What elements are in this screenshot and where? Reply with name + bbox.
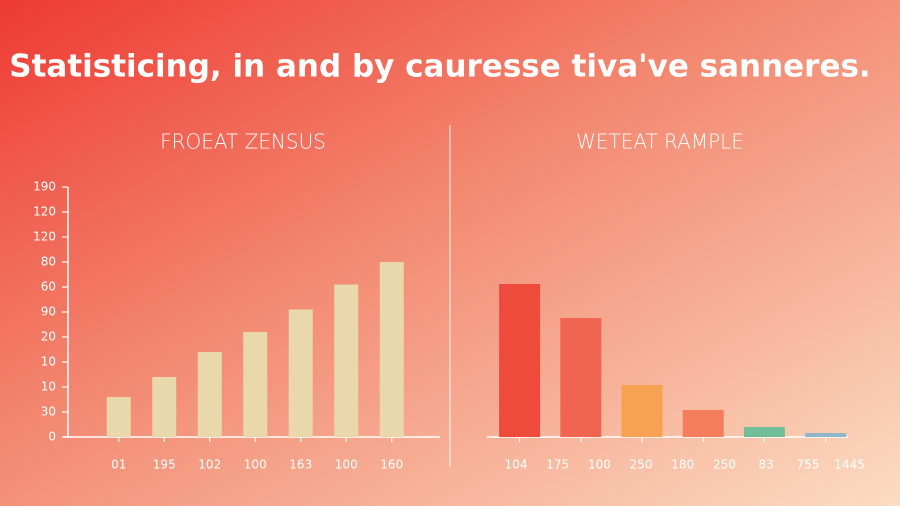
bar <box>499 284 541 437</box>
x-tick-label: 195 <box>153 458 176 472</box>
x-tick-label: 180 <box>671 458 694 472</box>
chart-title: WETEAT RAMPLE <box>576 130 744 154</box>
bar <box>682 410 724 437</box>
y-tick-label: 30 <box>41 405 56 419</box>
bar <box>106 397 131 437</box>
x-tick-label: 102 <box>198 458 221 472</box>
bar <box>560 318 602 437</box>
y-tick-label: 190 <box>33 180 56 194</box>
x-tick-label: 163 <box>289 458 312 472</box>
bar <box>334 284 359 437</box>
y-tick-label: 0 <box>48 430 56 444</box>
y-tick-label: 60 <box>41 280 56 294</box>
x-tick-label: 83 <box>759 458 774 472</box>
x-tick-label: 160 <box>380 458 403 472</box>
x-tick-label: 01 <box>111 458 126 472</box>
y-tick-label: 120 <box>33 205 56 219</box>
x-tick-label: 100 <box>244 458 267 472</box>
x-tick-label: 250 <box>713 458 736 472</box>
y-tick-label: 120 <box>33 230 56 244</box>
bar <box>243 332 268 437</box>
x-tick-label: 175 <box>546 458 569 472</box>
x-tick-label: 250 <box>630 458 653 472</box>
bar <box>743 427 785 437</box>
x-tick-label: 104 <box>505 458 528 472</box>
x-tick-label: 1445 <box>834 458 865 472</box>
y-tick-label: 10 <box>41 380 56 394</box>
x-tick-label: 100 <box>335 458 358 472</box>
bar <box>152 377 177 437</box>
y-tick-label: 80 <box>41 255 56 269</box>
y-tick-label: 20 <box>41 330 56 344</box>
page-title: Statisticing, in and by cauresse tiva've… <box>9 49 870 85</box>
y-tick-label: 90 <box>41 305 56 319</box>
x-tick-label: 100 <box>588 458 611 472</box>
bar <box>197 352 222 437</box>
chart-title: FROEAT ZENSUS <box>160 130 326 154</box>
x-tick-label: 755 <box>796 458 819 472</box>
bar <box>621 385 663 437</box>
bar <box>805 433 847 437</box>
bar <box>379 262 404 437</box>
bar <box>288 309 313 437</box>
y-tick-label: 10 <box>41 355 56 369</box>
